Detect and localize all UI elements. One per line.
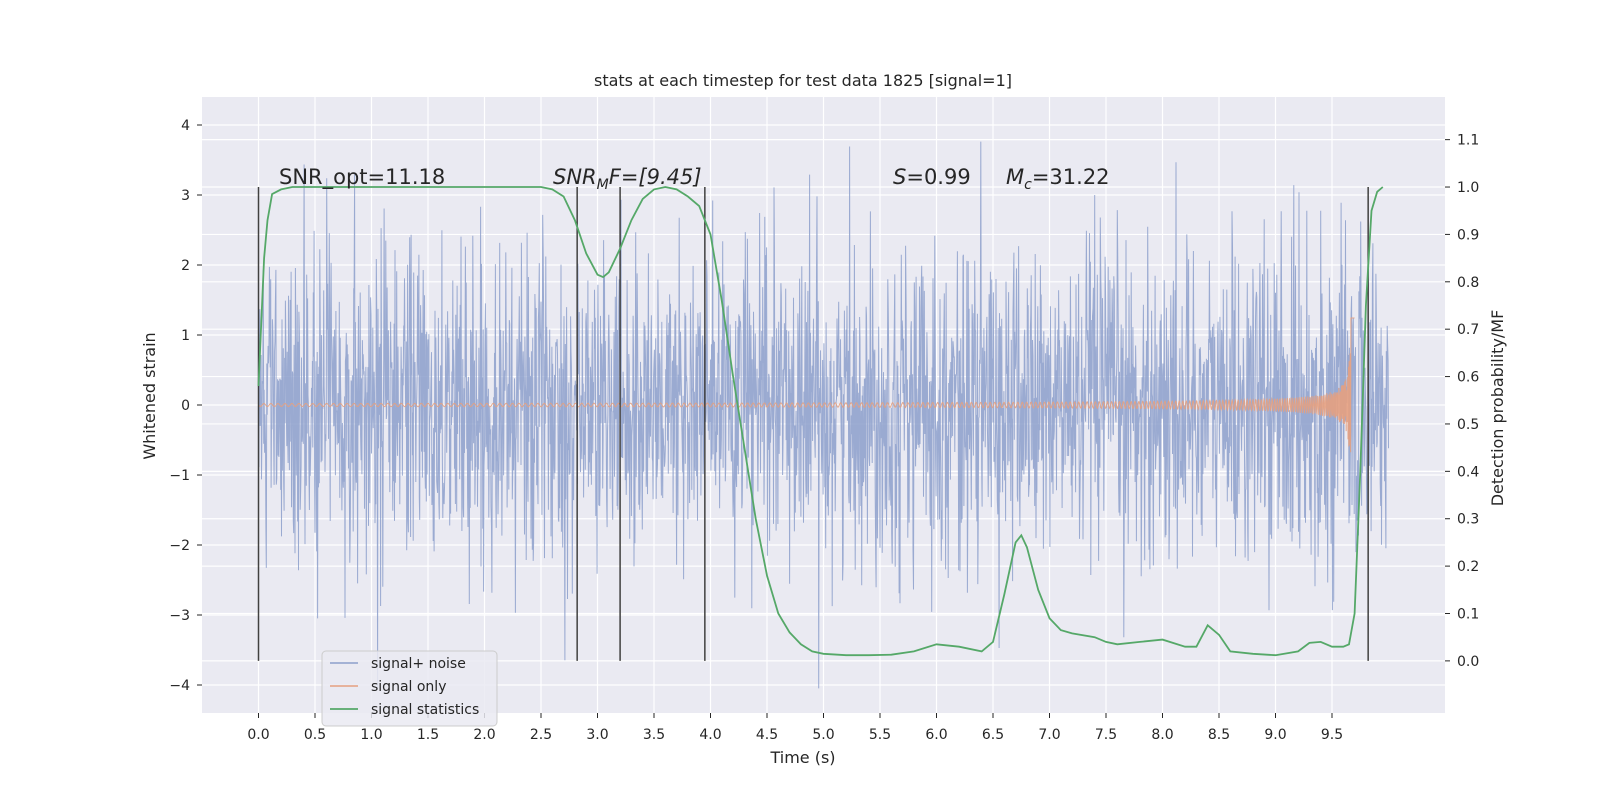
y2-tick-label: 0.0 — [1457, 654, 1479, 670]
x-tick-label: 9.5 — [1321, 727, 1343, 743]
annotation-mc: Mc=31.22 — [1006, 165, 1110, 193]
y-tick-label: −2 — [169, 538, 190, 554]
snr-mf-tail-f: F=[9.45] — [609, 165, 702, 189]
x-tick-label: 7.0 — [1038, 727, 1060, 743]
y2-tick-label: 1.1 — [1457, 133, 1479, 149]
legend-label-noise: signal+ noise — [371, 656, 466, 672]
mc-sub: c — [1024, 177, 1032, 193]
mc-value: =31.22 — [1032, 165, 1110, 189]
y-tick-label: −1 — [169, 468, 190, 484]
chirp-trace — [258, 317, 1355, 453]
x-tick-label: 0.5 — [304, 727, 326, 743]
x-tick-label: 6.5 — [982, 727, 1004, 743]
s-symbol: S — [893, 165, 906, 189]
x-axis-label: Time (s) — [769, 748, 835, 767]
chart-title: stats at each timestep for test data 182… — [594, 71, 1012, 90]
annotation-s: S=0.99 — [893, 165, 971, 189]
y2-axis-label: Detection probability/MF — [1488, 310, 1507, 507]
s-value: =0.99 — [906, 165, 970, 189]
series-signal-only — [258, 317, 1355, 453]
legend-box — [321, 650, 498, 727]
x-tick-label: 1.0 — [360, 727, 382, 743]
y-tick-label: −3 — [169, 608, 190, 624]
y-tick-label: 3 — [181, 188, 190, 204]
y-tick-label: 4 — [181, 118, 190, 134]
series-signal-noise — [258, 141, 1389, 689]
x-tick-label: 1.5 — [417, 727, 439, 743]
x-tick-label: 3.5 — [643, 727, 665, 743]
y-tick-label: −4 — [169, 678, 190, 694]
x-tick-label: 8.0 — [1151, 727, 1173, 743]
y-tick-label: 0 — [181, 398, 190, 414]
y-tick-label: 2 — [181, 258, 190, 274]
y2-tick-label: 0.8 — [1457, 275, 1479, 291]
y2-tick-label: 0.6 — [1457, 370, 1479, 386]
legend: signal+ noise signal only signal statist… — [321, 650, 498, 727]
x-tick-label: 2.5 — [530, 727, 552, 743]
y-axis-right: 1.1 1.0 0.9 0.8 0.7 0.6 0.5 0.4 0.3 0.2 0.1 0.0 — [1445, 133, 1479, 670]
y-axis-left: 4 3 2 1 0 −1 −2 −3 −4 — [169, 118, 202, 694]
y-tick-label: 1 — [181, 328, 190, 344]
series-signal-statistics — [257, 186, 1384, 657]
y2-tick-label: 0.2 — [1457, 559, 1479, 575]
y2-tick-label: 0.7 — [1457, 322, 1479, 338]
x-tick-label: 8.5 — [1208, 727, 1230, 743]
x-axis: 0.0 0.5 1.0 1.5 2.0 2.5 3.0 3.5 4.0 4.5 5.0 5.5 6.0 6… — [247, 713, 1343, 743]
x-tick-label: 7.5 — [1095, 727, 1117, 743]
snr-mf-sub: M — [597, 177, 609, 193]
vertical-markers — [257, 187, 1369, 661]
y-axis-label: Whitened strain — [140, 332, 159, 459]
annotation-snr-mf: SNRMF=[9.45] — [553, 165, 702, 193]
y2-tick-label: 1.0 — [1457, 180, 1479, 196]
x-tick-label: 2.0 — [473, 727, 495, 743]
noise-trace — [258, 141, 1389, 689]
x-tick-label: 5.5 — [869, 727, 891, 743]
legend-label-stats: signal statistics — [371, 702, 479, 718]
y2-tick-label: 0.4 — [1457, 464, 1479, 480]
y2-tick-label: 0.5 — [1457, 417, 1479, 433]
snr-mf-base: SNR — [553, 165, 597, 189]
mc-base: M — [1006, 165, 1024, 189]
annotations: SNR_opt=11.18 SNRMF=[9.45] S=0.99 Mc=31.… — [279, 165, 1110, 193]
x-tick-label: 0.0 — [247, 727, 269, 743]
legend-label-signal: signal only — [371, 679, 446, 695]
y2-tick-label: 0.3 — [1457, 512, 1479, 528]
x-tick-label: 5.0 — [812, 727, 834, 743]
x-tick-label: 3.0 — [586, 727, 608, 743]
x-tick-label: 4.0 — [699, 727, 721, 743]
x-tick-label: 9.0 — [1264, 727, 1286, 743]
y2-tick-label: 0.9 — [1457, 227, 1479, 243]
x-tick-label: 6.0 — [925, 727, 947, 743]
x-tick-label: 4.5 — [756, 727, 778, 743]
y2-tick-label: 0.1 — [1457, 606, 1479, 622]
annotation-snr-opt: SNR_opt=11.18 — [279, 165, 445, 190]
